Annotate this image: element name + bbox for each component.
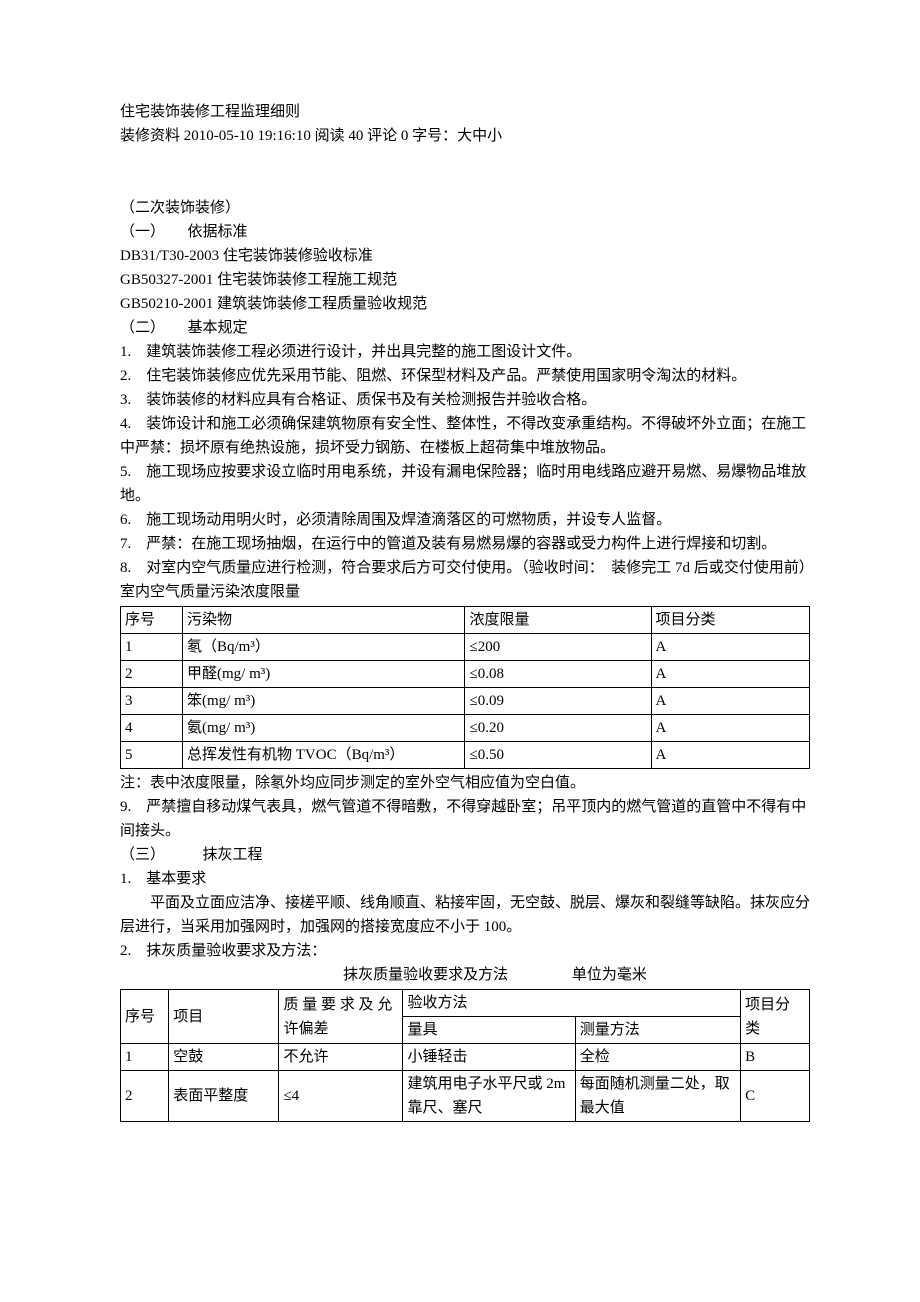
table1-caption: 室内空气质量污染浓度限量: [120, 580, 810, 604]
table-row: 4 氨(mg/ m³) ≤0.20 A: [121, 715, 810, 742]
cell-limit: ≤0.20: [465, 715, 651, 742]
cell-tool: 小锤轻击: [403, 1044, 575, 1071]
para-2-5: 5. 施工现场应按要求设立临时用电系统，并设有漏电保险器；临时用电线路应避开易燃…: [120, 460, 810, 508]
para-2-9: 9. 严禁擅自移动煤气表具，燃气管道不得暗敷，不得穿越卧室；吊平顶内的燃气管道的…: [120, 795, 810, 843]
standard-3: GB50210-2001 建筑装饰装修工程质量验收规范: [120, 292, 810, 316]
para-3-2: 2. 抹灰质量验收要求及方法：: [120, 939, 810, 963]
cell-measure: 全检: [575, 1044, 740, 1071]
table-row: 序号 项目 质 量 要 求 及 允 许偏差 验收方法 项目分类: [121, 990, 810, 1017]
para-2-8: 8. 对室内空气质量应进行检测，符合要求后方可交付使用。（验收时间： 装修完工 …: [120, 556, 810, 580]
para-3-1: 1. 基本要求: [120, 867, 810, 891]
cell-category: A: [651, 715, 810, 742]
para-2-6: 6. 施工现场动用明火时，必须清除周围及焊渣滴落区的可燃物质，并设专人监督。: [120, 508, 810, 532]
cell-seq: 1: [121, 634, 183, 661]
cell-category: A: [651, 742, 810, 769]
table2-caption-unit: 单位为毫米: [572, 963, 647, 987]
th-item: 项目: [169, 990, 279, 1044]
note-secondary-decor: （二次装饰装修）: [120, 196, 810, 220]
para-2-4: 4. 装饰设计和施工必须确保建筑物原有安全性、整体性，不得改变承重结构。不得破坏…: [120, 412, 810, 460]
air-quality-table: 序号 污染物 浓度限量 项目分类 1 氡（Bq/m³） ≤200 A 2 甲醛(…: [120, 606, 810, 769]
th-method: 验收方法: [403, 990, 741, 1017]
cell-seq: 4: [121, 715, 183, 742]
cell-item: 空鼓: [169, 1044, 279, 1071]
cell-pollutant: 笨(mg/ m³): [183, 688, 465, 715]
table2-caption-main: 抹灰质量验收要求及方法: [343, 963, 508, 987]
doc-meta: 装修资料 2010-05-10 19:16:10 阅读 40 评论 0 字号：大…: [120, 124, 810, 148]
table-row: 2 表面平整度 ≤4 建筑用电子水平尺或 2m 靠尺、塞尺 每面随机测量二处，取…: [121, 1071, 810, 1122]
cell-tool: 建筑用电子水平尺或 2m 靠尺、塞尺: [403, 1071, 575, 1122]
cell-pollutant: 氨(mg/ m³): [183, 715, 465, 742]
th-tool: 量具: [403, 1017, 575, 1044]
cell-limit: ≤200: [465, 634, 651, 661]
table-row: 3 笨(mg/ m³) ≤0.09 A: [121, 688, 810, 715]
cell-req: 不允许: [279, 1044, 403, 1071]
standard-2: GB50327-2001 住宅装饰装修工程施工规范: [120, 268, 810, 292]
section-3-heading: （三） 抹灰工程: [120, 843, 810, 867]
cell-category: A: [651, 661, 810, 688]
table-row: 1 空鼓 不允许 小锤轻击 全检 B: [121, 1044, 810, 1071]
th-seq: 序号: [121, 607, 183, 634]
cell-item: 表面平整度: [169, 1071, 279, 1122]
section-1-heading: （一） 依据标准: [120, 220, 810, 244]
para-3-1-body: 平面及立面应洁净、接槎平顺、线角顺直、粘接牢固，无空鼓、脱层、爆灰和裂缝等缺陷。…: [120, 891, 810, 939]
cell-category: A: [651, 634, 810, 661]
cell-measure: 每面随机测量二处，取最大值: [575, 1071, 740, 1122]
table2-caption: 抹灰质量验收要求及方法 单位为毫米: [180, 963, 810, 987]
th-pollutant: 污染物: [183, 607, 465, 634]
th-category: 项目分类: [741, 990, 810, 1044]
table1-note: 注：表中浓度限量，除氡外均应同步测定的室外空气相应值为空白值。: [120, 771, 810, 795]
table-row: 序号 污染物 浓度限量 项目分类: [121, 607, 810, 634]
standard-1: DB31/T30-2003 住宅装饰装修验收标准: [120, 244, 810, 268]
para-2-2: 2. 住宅装饰装修应优先采用节能、阻燃、环保型材料及产品。严禁使用国家明令淘汰的…: [120, 364, 810, 388]
para-2-7: 7. 严禁：在施工现场抽烟，在运行中的管道及装有易燃易爆的容器或受力构件上进行焊…: [120, 532, 810, 556]
cell-pollutant: 氡（Bq/m³）: [183, 634, 465, 661]
cell-category: B: [741, 1044, 810, 1071]
th-measure: 测量方法: [575, 1017, 740, 1044]
cell-seq: 2: [121, 661, 183, 688]
cell-seq: 2: [121, 1071, 169, 1122]
para-2-3: 3. 装饰装修的材料应具有合格证、质保书及有关检测报告并验收合格。: [120, 388, 810, 412]
table-row: 5 总挥发性有机物 TVOC（Bq/m³） ≤0.50 A: [121, 742, 810, 769]
cell-limit: ≤0.08: [465, 661, 651, 688]
cell-pollutant: 总挥发性有机物 TVOC（Bq/m³）: [183, 742, 465, 769]
cell-seq: 3: [121, 688, 183, 715]
th-category: 项目分类: [651, 607, 810, 634]
cell-seq: 5: [121, 742, 183, 769]
doc-title: 住宅装饰装修工程监理细则: [120, 100, 810, 124]
th-seq: 序号: [121, 990, 169, 1044]
table-row: 2 甲醛(mg/ m³) ≤0.08 A: [121, 661, 810, 688]
cell-category: C: [741, 1071, 810, 1122]
para-2-1: 1. 建筑装饰装修工程必须进行设计，并出具完整的施工图设计文件。: [120, 340, 810, 364]
cell-seq: 1: [121, 1044, 169, 1071]
cell-req: ≤4: [279, 1071, 403, 1122]
cell-limit: ≤0.09: [465, 688, 651, 715]
section-2-heading: （二） 基本规定: [120, 316, 810, 340]
cell-limit: ≤0.50: [465, 742, 651, 769]
th-req: 质 量 要 求 及 允 许偏差: [279, 990, 403, 1044]
th-limit: 浓度限量: [465, 607, 651, 634]
cell-pollutant: 甲醛(mg/ m³): [183, 661, 465, 688]
table-row: 1 氡（Bq/m³） ≤200 A: [121, 634, 810, 661]
cell-category: A: [651, 688, 810, 715]
plaster-quality-table: 序号 项目 质 量 要 求 及 允 许偏差 验收方法 项目分类 量具 测量方法 …: [120, 989, 810, 1122]
